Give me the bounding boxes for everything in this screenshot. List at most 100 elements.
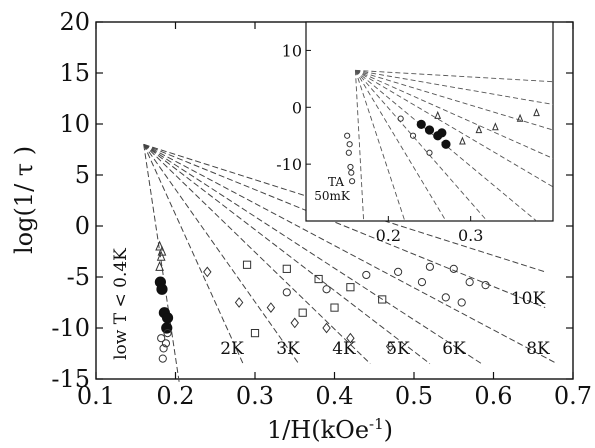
fit-line bbox=[143, 144, 371, 365]
inset-fit-line bbox=[355, 69, 554, 105]
curve-label-low-t: low T < 0.4K bbox=[111, 248, 131, 360]
curve-label-8k: 8K bbox=[526, 339, 550, 359]
x-axis-title-superscript: -1 bbox=[369, 415, 384, 433]
data-point-open-circle bbox=[322, 285, 331, 294]
curve-label-4k: 4K bbox=[332, 339, 356, 359]
curve-label-3k: 3K bbox=[276, 339, 300, 359]
fit-line bbox=[143, 144, 431, 365]
y-tick-label: 0 bbox=[75, 212, 90, 240]
data-point-open-square bbox=[298, 308, 307, 317]
inset-fit-line bbox=[354, 70, 406, 222]
data-point-open-diamond bbox=[290, 317, 299, 329]
y-axis-title: log(1/ τ ) bbox=[10, 146, 38, 254]
data-point-open-circle bbox=[161, 339, 171, 348]
data-point-open-circle bbox=[362, 270, 371, 280]
data-point-open-circle bbox=[159, 344, 168, 353]
y-tick-label: -15 bbox=[51, 365, 90, 393]
x-axis-title-main: 1/H(kOe bbox=[267, 416, 369, 444]
inset-data-point-filled-circle bbox=[437, 128, 447, 138]
inset-fit-line bbox=[355, 69, 554, 131]
y-tick-label: 10 bbox=[59, 110, 90, 138]
data-point-open-triangle bbox=[157, 245, 167, 256]
data-point-open-square bbox=[250, 329, 260, 338]
inset-fit-line bbox=[355, 70, 488, 222]
data-point-open-diamond bbox=[234, 297, 244, 308]
inset-y-tick-label: -10 bbox=[276, 155, 302, 174]
inset-fit-line bbox=[354, 70, 365, 222]
data-point-open-diamond bbox=[203, 266, 212, 278]
data-point-open-circle bbox=[441, 293, 450, 302]
x-tick-label: 0.7 bbox=[554, 382, 592, 410]
data-point-open-circle bbox=[465, 278, 474, 287]
inset-data-point-open-circle bbox=[346, 141, 353, 148]
inset-y-tick-label: 10 bbox=[282, 41, 302, 60]
data-point-open-circle bbox=[394, 267, 403, 276]
inset-data-point-open-circle bbox=[345, 149, 352, 156]
curve-label-2k: 2K bbox=[220, 339, 244, 359]
data-point-open-circle bbox=[449, 264, 458, 273]
inset-fit-line bbox=[355, 70, 447, 222]
inset-data-point-open-circle bbox=[409, 132, 417, 139]
inset-data-point-open-triangle bbox=[459, 136, 466, 145]
inset-x-tick-label: 0.3 bbox=[458, 226, 483, 245]
inset-frame bbox=[305, 21, 554, 222]
curve-label-10k: 10K bbox=[511, 289, 546, 309]
inset-fit-line bbox=[355, 69, 554, 188]
data-point-open-circle bbox=[481, 281, 490, 290]
data-point-open-square bbox=[242, 260, 252, 269]
data-point-open-square bbox=[314, 274, 323, 284]
x-tick-label: 0.4 bbox=[315, 382, 353, 410]
fit-line bbox=[143, 143, 558, 365]
data-point-open-square bbox=[346, 283, 355, 292]
y-tick-label: -5 bbox=[67, 263, 90, 291]
inset-data-point-filled-circle bbox=[416, 119, 426, 129]
curve-label-6k: 6K bbox=[442, 339, 466, 359]
curve-label-5k: 5K bbox=[386, 339, 410, 359]
data-point-open-diamond bbox=[385, 340, 395, 352]
inset-x-tick-label: 0.2 bbox=[376, 226, 401, 245]
fit-line bbox=[143, 144, 180, 385]
chart-text: 0.1 0.2 0.3 0.4 0.5 0.6 0.720151050-5-10-15low… bbox=[10, 8, 592, 444]
data-point-open-circle bbox=[157, 334, 166, 343]
data-point-filled-circle bbox=[156, 283, 168, 295]
data-point-open-triangle bbox=[156, 250, 166, 261]
x-tick-label: 0.6 bbox=[474, 382, 512, 410]
inset-data-point-open-triangle bbox=[434, 110, 442, 119]
data-point-open-diamond bbox=[346, 332, 355, 344]
inset-data-point-open-circle bbox=[344, 132, 351, 139]
data-point-open-circle bbox=[158, 354, 167, 363]
inset-fit-line bbox=[355, 69, 554, 159]
inset-data-point-open-triangle bbox=[516, 113, 524, 122]
data-point-open-circle bbox=[417, 278, 427, 287]
inset-note-ta: TA bbox=[328, 175, 344, 189]
x-tick-label: 0.2 bbox=[156, 382, 194, 410]
inset-y-tick-label: 0 bbox=[292, 98, 302, 117]
inset-data-point-open-circle bbox=[349, 178, 356, 185]
data-point-filled-circle bbox=[161, 322, 173, 334]
inset-note-temperature: 50mK bbox=[314, 189, 351, 203]
y-tick-label: 20 bbox=[59, 8, 90, 36]
data-point-open-diamond bbox=[322, 322, 331, 334]
x-axis-title-close: ) bbox=[384, 416, 393, 444]
inset-data-point-open-circle bbox=[347, 163, 354, 171]
y-tick-label: 15 bbox=[59, 59, 90, 87]
x-tick-label: 0.5 bbox=[395, 382, 433, 410]
inset-fit-line bbox=[355, 69, 554, 83]
fit-line bbox=[143, 143, 482, 365]
fit-line bbox=[143, 143, 546, 309]
data-point-open-square bbox=[378, 295, 387, 304]
data-point-open-circle bbox=[457, 298, 466, 307]
y-tick-label: 5 bbox=[75, 161, 90, 189]
inset-data-point-filled-circle bbox=[424, 125, 435, 135]
data-point-open-square bbox=[330, 303, 339, 312]
inset-data-point-open-triangle bbox=[475, 125, 483, 134]
y-tick-label: -10 bbox=[51, 314, 90, 342]
inset-data-point-open-circle bbox=[348, 169, 355, 176]
data-point-open-circle bbox=[282, 288, 291, 297]
x-tick-label: 0.1 bbox=[77, 382, 115, 410]
data-point-open-triangle bbox=[155, 260, 164, 271]
x-tick-label: 0.3 bbox=[236, 382, 274, 410]
inset-data-point-open-circle bbox=[397, 115, 404, 122]
data-point-open-diamond bbox=[266, 302, 276, 314]
